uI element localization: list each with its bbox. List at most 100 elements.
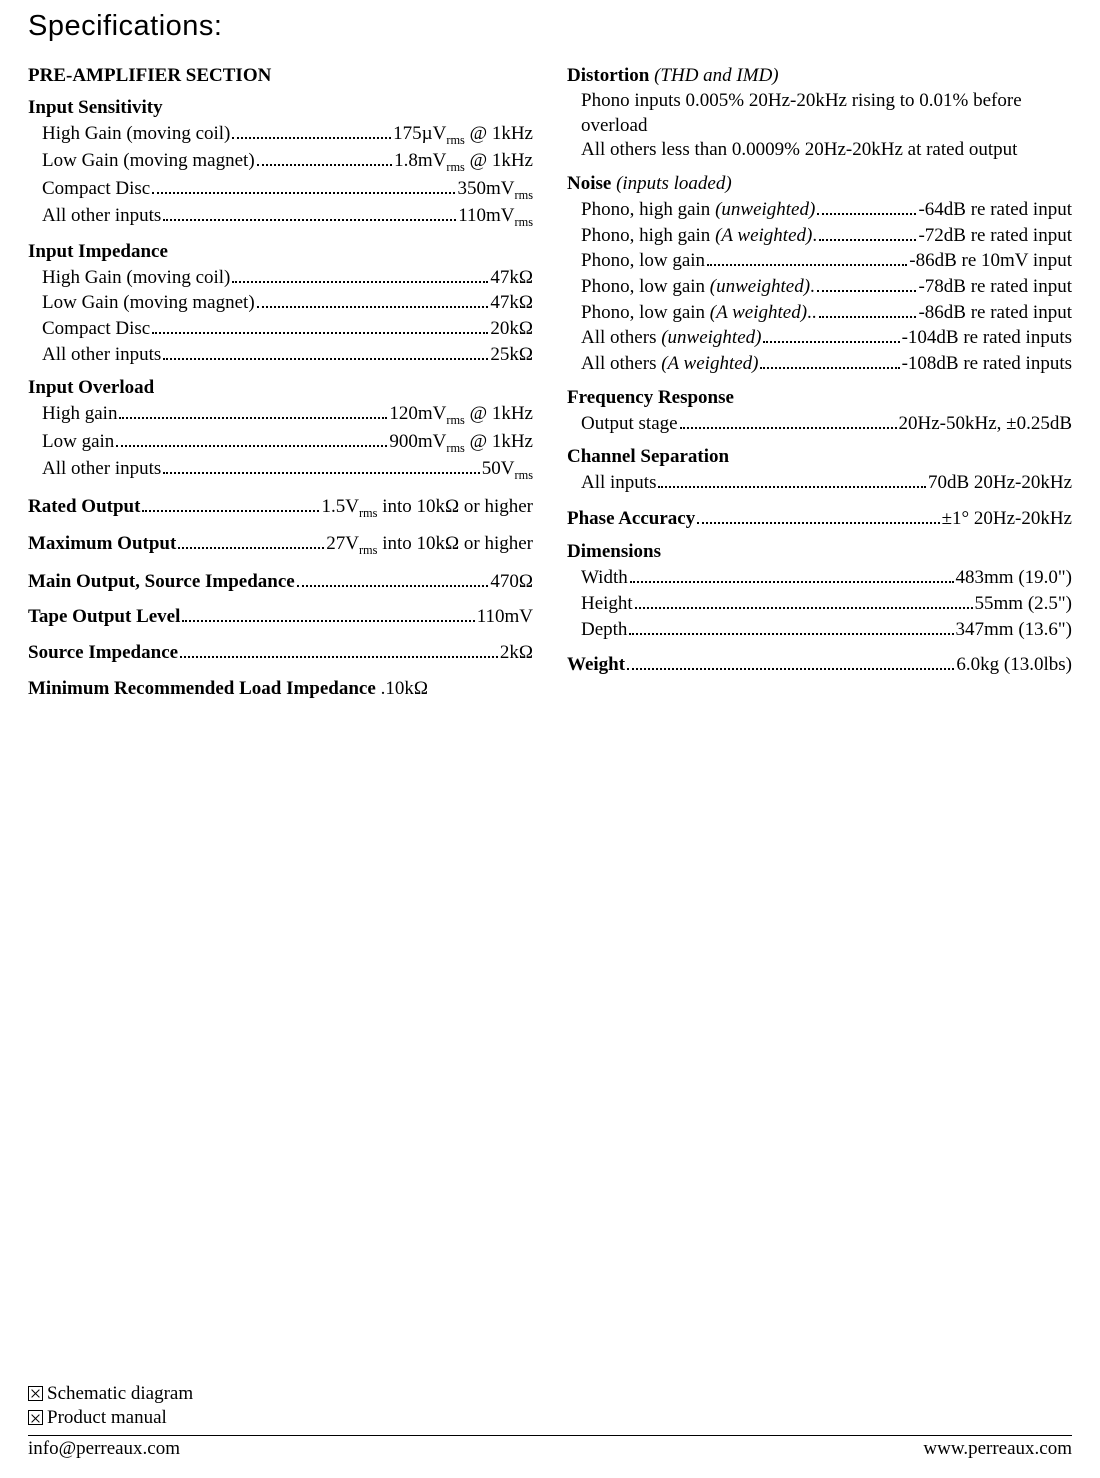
footer-item-manual: Product manual [28, 1406, 1072, 1431]
leader-dots [760, 357, 899, 369]
spec-label: Low gain [42, 429, 114, 455]
spec-label: Compact Disc [42, 176, 150, 202]
spec-label: All others (unweighted) [581, 325, 761, 351]
spec-value: 25kΩ [490, 342, 533, 368]
distortion-para-1: Phono inputs 0.005% 20Hz-20kHz rising to… [567, 89, 1072, 138]
footer-item-manual-label: Product manual [47, 1407, 167, 1428]
spec-value: 55mm (2.5") [975, 591, 1072, 617]
spec-row: All other inputs50Vrms [42, 456, 533, 483]
spec-label: All other inputs [42, 342, 161, 368]
footer-divider [28, 1435, 1072, 1436]
checkbox-icon [28, 1386, 43, 1401]
inline-value: 1.5Vrms into 10kΩ or higher [321, 494, 533, 521]
list-input-impedance: High Gain (moving coil)47kΩLow Gain (mov… [28, 265, 533, 368]
spec-row: Height 55mm (2.5") [581, 591, 1072, 617]
left-inline-rows: Rated Output 1.5Vrms into 10kΩ or higher M… [28, 494, 533, 701]
spec-row: Compact Disc 20kΩ [42, 316, 533, 342]
spec-label: Phono, low gain (A weighted).. [581, 300, 817, 326]
inline-label: Rated Output [28, 494, 140, 520]
spec-row: Phono, low gain (A weighted).. -86dB re r… [581, 300, 1072, 326]
footer-item-schematic-label: Schematic diagram [47, 1383, 193, 1404]
spec-row: High Gain (moving coil)175µVrms @ 1kHz [42, 121, 533, 148]
left-column: PRE-AMPLIFIER SECTION Input Sensitivity … [28, 65, 533, 1478]
leader-dots [658, 476, 925, 488]
spec-row: Phono, high gain (A weighted).-72dB re r… [581, 223, 1072, 249]
leader-dots [819, 305, 917, 317]
spec-label: Compact Disc [42, 316, 150, 342]
list-channel-sep: All inputs70dB 20Hz-20kHz [567, 470, 1072, 496]
leader-dots [232, 270, 488, 282]
spec-label: All others (A weighted) [581, 351, 758, 377]
spec-row: All others (unweighted)-104dB re rated i… [581, 325, 1072, 351]
spec-label: All other inputs [42, 203, 161, 229]
spec-value: 347mm (13.6") [956, 617, 1072, 643]
spec-label: Low Gain (moving magnet) [42, 148, 255, 174]
leader-dots [635, 597, 973, 609]
leader-dots [178, 537, 324, 549]
spec-label: Phono, low gain (unweighted). [581, 274, 815, 300]
heading-distortion-text: Distortion [567, 65, 649, 86]
footer: Schematic diagram Product manual info@pe… [28, 1382, 1072, 1460]
spec-row: Output stage20Hz-50kHz, ±0.25dB [581, 411, 1072, 437]
list-freq: Output stage20Hz-50kHz, ±0.25dB [567, 411, 1072, 437]
leader-dots [680, 416, 897, 428]
spec-label: All other inputs [42, 456, 161, 482]
spec-value: 1.8mVrms @ 1kHz [394, 148, 533, 175]
list-noise: Phono, high gain (unweighted)-64dB re ra… [567, 197, 1072, 376]
row-weight: Weight 6.0kg (13.0lbs) [567, 652, 1072, 678]
spec-label: Output stage [581, 411, 678, 437]
spec-value: 350mVrms [457, 176, 533, 203]
heading-channel-sep: Channel Separation [567, 446, 1072, 468]
spec-label: Low Gain (moving magnet) [42, 290, 255, 316]
leader-dots [257, 154, 392, 166]
inline-row: Minimum Recommended Load Impedance .10kΩ [28, 676, 533, 702]
spec-label: Width [581, 565, 628, 591]
spec-row: Phono, low gain-86dB re 10mV input [581, 248, 1072, 274]
inline-row: Main Output, Source Impedance470Ω [28, 569, 533, 595]
heading-freq: Frequency Response [567, 387, 1072, 409]
spec-label: High Gain (moving coil) [42, 121, 230, 147]
weight-value: 6.0kg (13.0lbs) [956, 652, 1072, 678]
inline-value: 2kΩ [500, 640, 533, 666]
leader-dots [297, 574, 489, 586]
spec-label: Phono, high gain (A weighted). [581, 223, 817, 249]
spec-value: 110mVrms [458, 203, 533, 230]
spec-value: 120mVrms @ 1kHz [389, 401, 533, 428]
list-input-overload: High gain120mVrms @ 1kHzLow gain900mVrms… [28, 401, 533, 483]
spec-value: -108dB re rated inputs [902, 351, 1072, 377]
spec-label: All inputs [581, 470, 656, 496]
spec-value: -64dB re rated input [918, 197, 1072, 223]
heading-distortion-suffix: (THD and IMD) [649, 65, 778, 86]
inline-value: 470Ω [490, 569, 533, 595]
leader-dots [232, 127, 391, 139]
spec-row: Low gain 900mVrms @ 1kHz [42, 429, 533, 456]
leader-dots [180, 646, 498, 658]
inline-value: 27Vrms into 10kΩ or higher [326, 531, 533, 558]
inline-row: Tape Output Level110mV [28, 604, 533, 630]
leader-dots [163, 209, 456, 221]
leader-dots [182, 610, 474, 622]
leader-dots [627, 658, 954, 670]
inline-label: Minimum Recommended Load Impedance [28, 676, 376, 702]
leader-dots [819, 228, 916, 240]
row-phase-accuracy: Phase Accuracy ±1° 20Hz-20kHz [567, 506, 1072, 532]
heading-noise-suffix: (inputs loaded) [611, 173, 731, 194]
footer-item-schematic: Schematic diagram [28, 1382, 1072, 1407]
spec-row: Compact Disc 350mVrms [42, 176, 533, 203]
page-title: Specifications: [28, 10, 1072, 43]
spec-value: 900mVrms @ 1kHz [389, 429, 533, 456]
spec-value: 47kΩ [490, 265, 533, 291]
spec-label: Height [581, 591, 633, 617]
spec-row: All other inputs 25kΩ [42, 342, 533, 368]
spec-value: -86dB re rated input [918, 300, 1072, 326]
heading-input-overload: Input Overload [28, 377, 533, 399]
footer-links: Schematic diagram Product manual [28, 1382, 1072, 1431]
spec-value: -78dB re rated input [918, 274, 1072, 300]
leader-dots [152, 182, 455, 194]
spec-label: Depth [581, 617, 627, 643]
footer-email: info@perreaux.com [28, 1438, 180, 1460]
phase-value: ±1° 20Hz-20kHz [942, 506, 1072, 532]
spec-value: 20kΩ [490, 316, 533, 342]
spec-row: High Gain (moving coil)47kΩ [42, 265, 533, 291]
heading-noise: Noise (inputs loaded) [567, 173, 1072, 195]
